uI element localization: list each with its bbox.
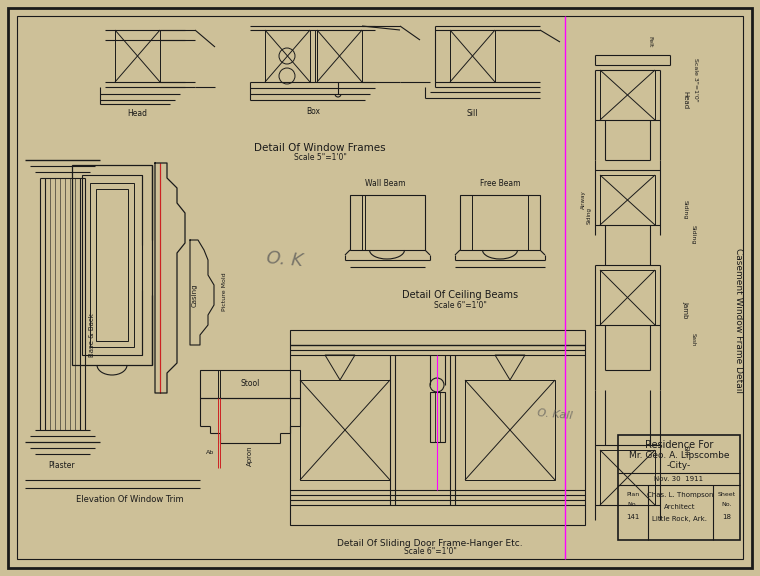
- Text: Jamb: Jamb: [682, 301, 688, 319]
- Text: Plaster: Plaster: [49, 461, 75, 471]
- Text: Detail Of Sliding Door Frame-Hanger Etc.: Detail Of Sliding Door Frame-Hanger Etc.: [337, 539, 523, 548]
- Text: Casing: Casing: [192, 283, 198, 307]
- Text: No.: No.: [722, 502, 732, 507]
- Text: O. Kall: O. Kall: [537, 408, 573, 422]
- Text: Detail Of Window Frames: Detail Of Window Frames: [254, 143, 386, 153]
- Text: -City-: -City-: [667, 460, 691, 469]
- Text: Wall Beam: Wall Beam: [365, 179, 405, 188]
- Text: Base & Back: Base & Back: [89, 313, 95, 357]
- Bar: [90, 183, 134, 347]
- Bar: [600, 175, 655, 225]
- Text: Scale 6"=1'0": Scale 6"=1'0": [404, 548, 457, 556]
- Text: Casement Window Frame Detail: Casement Window Frame Detail: [733, 248, 743, 392]
- Text: Siding: Siding: [682, 200, 688, 219]
- Bar: [618, 435, 740, 540]
- Text: Siding: Siding: [691, 225, 695, 245]
- Text: Residence For: Residence For: [644, 440, 713, 450]
- Bar: [600, 70, 655, 120]
- Text: Little Rock, Ark.: Little Rock, Ark.: [653, 516, 708, 522]
- Text: Stool: Stool: [240, 380, 260, 388]
- Text: Siding: Siding: [587, 207, 591, 223]
- Text: Sash: Sash: [691, 334, 695, 347]
- Bar: [82, 175, 142, 355]
- Bar: [96, 189, 128, 341]
- Bar: [430, 392, 445, 442]
- Text: Box: Box: [306, 108, 320, 116]
- Bar: [465, 380, 555, 480]
- Bar: [265, 30, 310, 82]
- Text: O. K: O. K: [266, 249, 304, 271]
- Bar: [115, 30, 160, 82]
- Text: Mr. Geo. A. Lipscombe: Mr. Geo. A. Lipscombe: [629, 450, 730, 460]
- Bar: [317, 30, 362, 82]
- Bar: [200, 370, 300, 398]
- Bar: [450, 30, 495, 82]
- Text: No.: No.: [628, 502, 638, 507]
- Text: Scale 3"=1'0": Scale 3"=1'0": [692, 58, 698, 102]
- Text: Architect: Architect: [664, 504, 695, 510]
- Bar: [600, 270, 655, 325]
- Text: Free Beam: Free Beam: [480, 179, 521, 188]
- Text: Elevation Of Window Trim: Elevation Of Window Trim: [76, 495, 184, 505]
- Text: Scale 6"=1'0": Scale 6"=1'0": [433, 301, 486, 309]
- Text: 141: 141: [626, 514, 640, 520]
- Bar: [460, 195, 540, 250]
- Bar: [300, 380, 390, 480]
- Text: Ab: Ab: [206, 450, 214, 456]
- Bar: [435, 392, 440, 442]
- Text: Apron: Apron: [247, 446, 253, 467]
- Bar: [72, 165, 152, 365]
- Text: Head: Head: [127, 109, 147, 119]
- Bar: [350, 195, 425, 250]
- Text: Detail Of Ceiling Beams: Detail Of Ceiling Beams: [402, 290, 518, 300]
- Text: Sill: Sill: [466, 109, 478, 119]
- Text: Plan: Plan: [626, 492, 640, 498]
- Text: Chas. L. Thompson: Chas. L. Thompson: [647, 492, 713, 498]
- Bar: [290, 330, 585, 525]
- Text: Felt: Felt: [648, 36, 653, 48]
- Text: Sheet: Sheet: [718, 492, 736, 498]
- Text: 18: 18: [723, 514, 731, 520]
- Text: Airway: Airway: [581, 191, 585, 209]
- Text: Nov. 30  1911: Nov. 30 1911: [654, 476, 704, 482]
- Text: Scale 5"=1'0": Scale 5"=1'0": [293, 153, 347, 162]
- Text: Head: Head: [682, 91, 688, 109]
- Bar: [600, 450, 655, 505]
- Text: Sill: Sill: [682, 445, 688, 455]
- Text: Picture Mold: Picture Mold: [223, 272, 227, 311]
